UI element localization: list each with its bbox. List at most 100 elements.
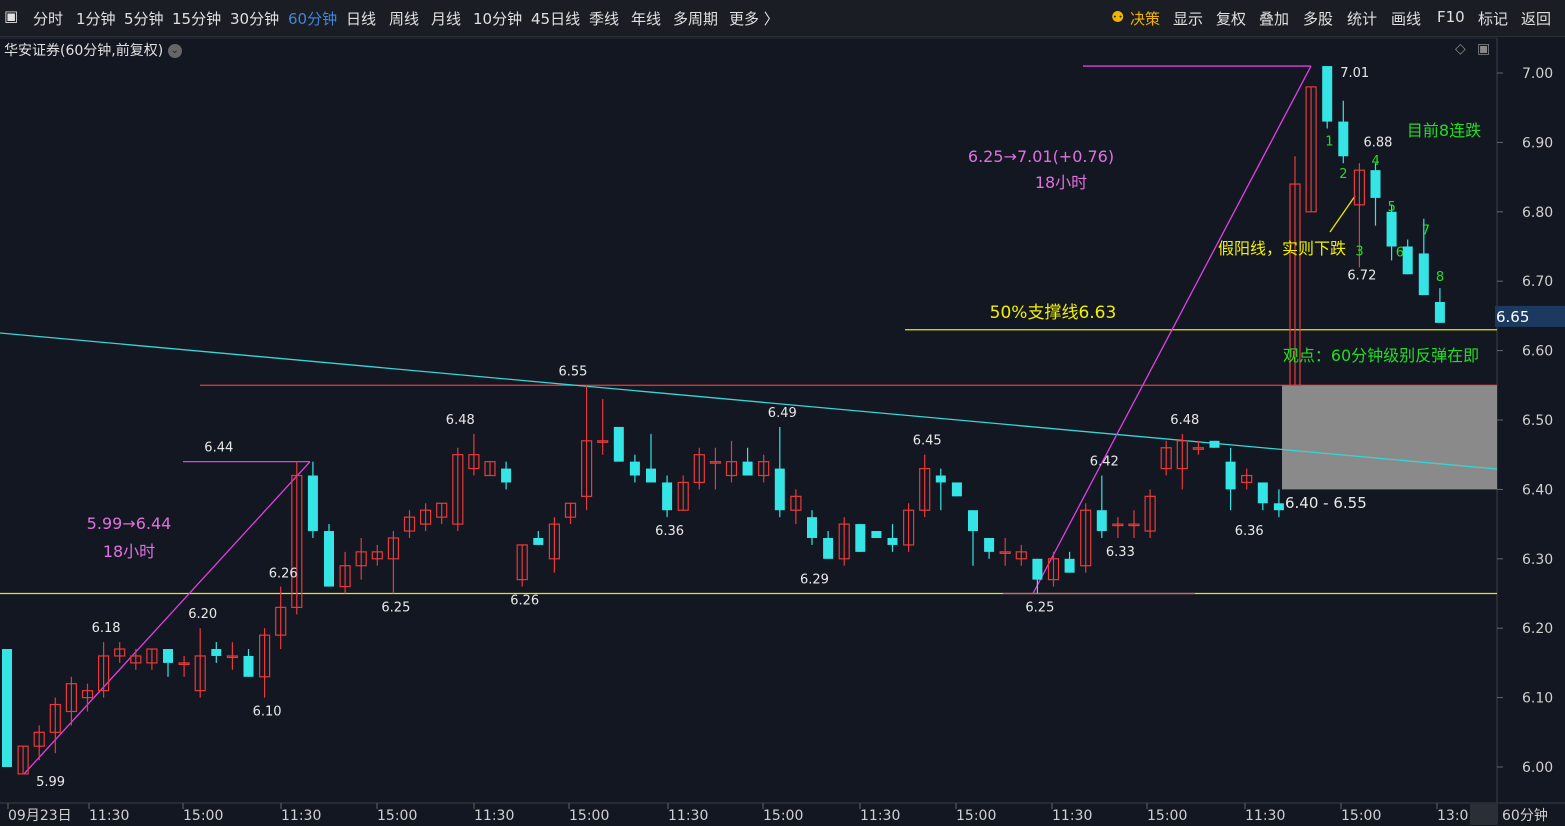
candle-body-down	[1338, 121, 1349, 157]
candle-body-up	[81, 690, 94, 699]
period-tab[interactable]: 分时	[33, 10, 64, 28]
current-price-label: 6.65	[1496, 308, 1529, 326]
candle-body-down	[1064, 558, 1075, 573]
rise2-time-label: 18小时	[1035, 173, 1087, 192]
candle-body-down	[742, 461, 753, 476]
candle-body-up	[1289, 183, 1301, 386]
f10-button[interactable]: F10	[1437, 8, 1465, 26]
x-tick-label: 11:30	[281, 808, 321, 824]
support-50-label: 50%支撑线6.63	[990, 303, 1117, 323]
candle-body-down	[855, 524, 866, 552]
period-label: 60分钟	[1502, 807, 1548, 824]
stock-title-text: 华安证券(60分钟,前复权)	[4, 43, 164, 59]
candle-body-up	[1192, 447, 1205, 450]
candle-body-down	[823, 537, 834, 559]
candle-body-up	[403, 516, 416, 532]
candle-body-down	[968, 510, 978, 532]
period-tab[interactable]: 周线	[389, 10, 420, 28]
chevron-down-icon[interactable]: ⌄	[167, 44, 182, 58]
price-point-label: 6.25	[1025, 601, 1054, 616]
period-tab[interactable]: 季线	[589, 10, 620, 28]
candle-body-up	[564, 502, 577, 518]
candle-body-up	[114, 648, 126, 657]
candle-body-up	[548, 523, 561, 560]
decision-button[interactable]: 决策	[1130, 10, 1161, 28]
candle-body-down	[1402, 246, 1413, 275]
period-tab[interactable]: 年线	[631, 10, 662, 28]
stats-button[interactable]: 统计	[1347, 10, 1378, 28]
price-point-label: 6.72	[1347, 268, 1376, 283]
period-tab[interactable]: 5分钟	[124, 10, 164, 28]
y-tick-label: 6.60	[1522, 344, 1553, 360]
candle-body-down	[629, 461, 640, 476]
diamond-icon[interactable]: ◇	[1455, 41, 1466, 57]
candle-body-down	[935, 475, 946, 483]
y-tick-label: 7.00	[1522, 66, 1553, 82]
period-toolbar: ▣ 分时 1分钟 5分钟 15分钟 30分钟 60分钟 日线 周线 月线 10分…	[0, 0, 1565, 37]
candle-body-up	[999, 551, 1011, 554]
draw-button[interactable]: 画线	[1391, 10, 1422, 28]
x-tick-label: 11:30	[1052, 808, 1092, 824]
viewpoint-label: 观点：60分钟级别反弹在即	[1283, 346, 1479, 365]
candle-body-up	[580, 440, 593, 497]
downtrend-line	[0, 332, 1498, 470]
candle-body-down	[1273, 503, 1284, 511]
candle-body-up	[194, 655, 206, 692]
candle-body-up	[49, 703, 61, 733]
period-tab[interactable]: 10分钟	[473, 10, 523, 28]
candle-body-down	[1096, 510, 1107, 532]
candle-body-down	[243, 655, 254, 677]
sequence-number: 7	[1422, 224, 1430, 239]
candle-body-up	[919, 467, 931, 511]
period-tab[interactable]: 日线	[346, 10, 377, 28]
display-button[interactable]: 显示	[1173, 10, 1204, 28]
price-point-label: 6.20	[188, 607, 217, 622]
candle-body-up	[259, 634, 271, 678]
sequence-number: 3	[1355, 244, 1363, 259]
scroll-end-box	[1470, 804, 1498, 825]
period-tab[interactable]: 30分钟	[230, 10, 280, 28]
rise2-label: 6.25→7.01(+0.76)	[968, 147, 1114, 166]
price-point-label: 6.42	[1090, 455, 1119, 470]
period-tab[interactable]: 多周期	[673, 10, 719, 28]
candle-body-down	[1209, 440, 1220, 448]
price-point-label: 6.33	[1106, 545, 1135, 560]
more-periods-menu[interactable]: 更多 〉	[729, 10, 779, 28]
sequence-number: 8	[1436, 270, 1444, 285]
rise2-line	[1032, 65, 1312, 594]
period-tab[interactable]: 月线	[431, 10, 462, 28]
y-tick-label: 6.00	[1522, 760, 1553, 776]
candle-body-up	[725, 461, 738, 477]
sidebar-toggle-icon[interactable]: ▣	[4, 7, 19, 25]
candle-body-up	[597, 440, 609, 443]
candle-body-up	[902, 509, 915, 546]
y-tick-label: 6.70	[1522, 274, 1553, 290]
period-tab-active[interactable]: 60分钟	[288, 10, 338, 28]
price-point-label: 5.99	[36, 775, 65, 790]
mark-button[interactable]: 标记	[1478, 10, 1509, 28]
candle-body-up	[65, 683, 78, 713]
candle-body-up	[420, 509, 432, 525]
adjust-button[interactable]: 复权	[1216, 10, 1247, 28]
overlay-button[interactable]: 叠加	[1259, 10, 1290, 28]
consec-fall-label: 目前8连跌	[1407, 121, 1481, 140]
candle-body-down	[613, 426, 624, 462]
candle-body-up	[339, 565, 351, 588]
period-tab[interactable]: 45日线	[531, 10, 581, 28]
x-tick-label: 15:00	[1341, 808, 1381, 824]
back-button[interactable]: 返回	[1521, 10, 1552, 28]
sequence-number: 6	[1396, 246, 1404, 261]
candle-body-up	[178, 662, 190, 666]
candle-body-up	[1047, 558, 1060, 581]
candle-body-up	[1112, 523, 1124, 527]
candle-body-down	[1434, 302, 1445, 323]
period-tab[interactable]: 15分钟	[172, 10, 222, 28]
candle-body-up	[1160, 447, 1172, 470]
panel-icon[interactable]: ▣	[1477, 41, 1491, 57]
candle-body-up	[838, 523, 850, 560]
current-price-box	[1495, 305, 1565, 327]
candle-body-down	[324, 531, 334, 587]
candle-body-down	[2, 649, 12, 767]
multi-stock-button[interactable]: 多股	[1303, 10, 1334, 28]
period-tab[interactable]: 1分钟	[76, 10, 116, 28]
